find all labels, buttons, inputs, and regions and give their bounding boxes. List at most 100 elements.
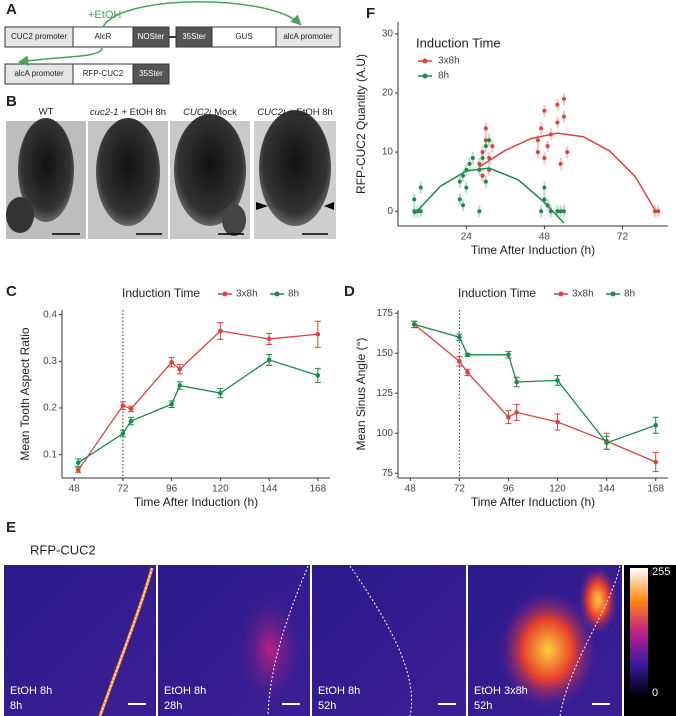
point xyxy=(561,96,566,101)
y-axis-title: Mean Tooth Aspect Ratio xyxy=(18,327,32,461)
point xyxy=(461,203,466,208)
x-axis-title: Time After Induction (h) xyxy=(134,495,258,509)
signal xyxy=(578,565,618,635)
legend-label: 8h xyxy=(288,289,299,300)
y-tick-label: 30 xyxy=(382,28,394,39)
point xyxy=(506,414,511,420)
series-line xyxy=(77,330,318,471)
treatment: Mock xyxy=(214,107,237,118)
point xyxy=(177,383,183,388)
point xyxy=(542,185,547,190)
point xyxy=(555,378,560,383)
treatment: + EtOH 8h xyxy=(288,107,333,118)
leaf xyxy=(96,118,160,226)
y-tick-label: 0 xyxy=(387,206,393,217)
point xyxy=(467,161,472,166)
point xyxy=(542,156,547,160)
point xyxy=(412,197,417,202)
y-axis-title: RFP-CUC2 Quantity (A.U) xyxy=(354,54,368,194)
y-tick-label: 10 xyxy=(382,147,394,158)
point xyxy=(266,336,272,342)
point xyxy=(266,357,272,363)
micrograph-label: 8h xyxy=(10,700,22,712)
panel-label: B xyxy=(6,93,17,110)
genotype: cuc2-1 xyxy=(90,107,119,118)
box xyxy=(132,63,170,85)
legend-swatch xyxy=(422,73,428,79)
point xyxy=(169,401,174,407)
box-label: 35Ster xyxy=(139,69,163,78)
fit-curve xyxy=(413,167,565,224)
point xyxy=(555,102,560,107)
box-label: alcA promoter xyxy=(14,69,64,78)
x-tick-label: 120 xyxy=(549,484,566,495)
point xyxy=(483,179,488,184)
photo-label: CUC2i + EtOH 8h xyxy=(257,107,333,118)
point xyxy=(535,138,540,143)
point xyxy=(480,173,485,178)
x-tick-label: 48 xyxy=(69,484,81,495)
box-label: AlcR xyxy=(95,32,112,41)
photo-label: cuc2-1 + EtOH 8h xyxy=(90,107,166,118)
point xyxy=(461,173,466,178)
arrow xyxy=(17,47,103,66)
legend-label: 3x8h xyxy=(236,289,258,300)
point xyxy=(470,156,475,160)
point xyxy=(487,138,492,143)
box-label: alcA promoter xyxy=(283,32,333,41)
x-tick-label: 72 xyxy=(617,232,629,243)
point xyxy=(412,322,417,327)
point xyxy=(506,352,511,358)
signal xyxy=(498,590,598,710)
point xyxy=(542,197,547,202)
leaf xyxy=(259,110,331,226)
point xyxy=(561,114,566,119)
point xyxy=(120,431,126,436)
legend-title: Induction Time xyxy=(416,35,501,50)
treatment: + EtOH 8h xyxy=(121,107,166,118)
series-line xyxy=(414,323,656,444)
photo-row: WT cuc2-1 + EtOH 8h CUC2i Mock CUC2i + EtOH… xyxy=(6,107,336,239)
micrograph-label: 52h xyxy=(474,700,492,712)
box xyxy=(275,26,341,48)
point xyxy=(558,209,563,214)
point xyxy=(218,328,223,334)
y-tick-label: 0.4 xyxy=(43,309,57,320)
point xyxy=(457,179,462,184)
box-label: GUS xyxy=(235,32,252,41)
micrograph-label: EtOH 8h xyxy=(10,685,52,697)
x-tick-label: 120 xyxy=(212,484,229,495)
y-tick-label: 125 xyxy=(376,388,393,399)
point xyxy=(539,209,544,214)
point xyxy=(539,126,544,131)
box-label: 35Ster xyxy=(182,32,206,41)
point xyxy=(656,209,661,214)
x-tick-label: 168 xyxy=(647,484,664,495)
series-line xyxy=(413,323,656,463)
point xyxy=(218,390,223,396)
point xyxy=(315,373,321,378)
point xyxy=(169,359,174,365)
genotype: CUC2i xyxy=(257,107,286,118)
x-tick-label: 72 xyxy=(117,484,129,495)
micrographs: EtOH 8h 8h EtOH 8h 28h EtOH 8h 52h EtOH … xyxy=(4,565,676,716)
x-axis-title: Time After Induction (h) xyxy=(471,495,595,509)
legend-swatch xyxy=(274,291,280,297)
legend-swatch xyxy=(610,291,616,297)
y-tick-label: 100 xyxy=(376,428,393,439)
y-tick-label: 0.3 xyxy=(43,356,57,367)
x-tick-label: 96 xyxy=(166,484,178,495)
legend-swatch xyxy=(222,291,228,297)
outline xyxy=(99,567,153,716)
outline xyxy=(559,565,621,716)
y-axis-title: Mean Sinus Angle (°) xyxy=(354,338,368,451)
point xyxy=(177,366,183,372)
outline xyxy=(267,565,309,716)
point xyxy=(545,144,550,149)
point xyxy=(555,419,560,425)
genotype: CUC2i xyxy=(183,107,212,118)
point xyxy=(483,144,488,149)
point xyxy=(457,334,462,340)
y-tick-label: 20 xyxy=(382,88,394,99)
